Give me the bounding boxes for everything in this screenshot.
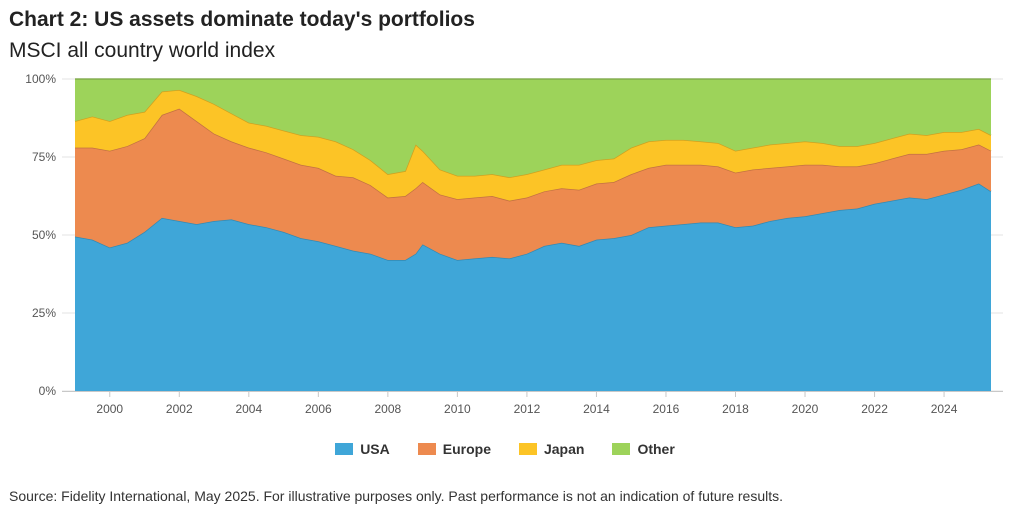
x-tick-label: 2020 bbox=[792, 402, 819, 416]
y-tick-label: 100% bbox=[25, 72, 56, 86]
source-note: Source: Fidelity International, May 2025… bbox=[9, 488, 784, 504]
x-tick-label: 2000 bbox=[96, 402, 123, 416]
legend-item-other[interactable]: Other bbox=[612, 441, 675, 457]
legend-swatch-icon bbox=[518, 443, 537, 455]
chart-subtitle: MSCI all country world index bbox=[9, 39, 276, 62]
x-tick-label: 2024 bbox=[931, 402, 958, 416]
x-tick-label: 2006 bbox=[305, 402, 332, 416]
x-tick-label: 2014 bbox=[583, 402, 610, 416]
x-tick-label: 2008 bbox=[375, 402, 402, 416]
legend-swatch-icon bbox=[335, 443, 354, 455]
legend-swatch-icon bbox=[417, 443, 436, 455]
series-areas bbox=[74, 78, 992, 391]
area-usa bbox=[75, 183, 991, 391]
x-tick-label: 2012 bbox=[514, 402, 541, 416]
area-japan bbox=[75, 89, 991, 201]
x-tick-label: 2002 bbox=[166, 402, 193, 416]
legend-label: Europe bbox=[442, 441, 491, 457]
legend-item-usa[interactable]: USA bbox=[335, 441, 390, 457]
x-tick-label: 2016 bbox=[653, 402, 680, 416]
legend-item-japan[interactable]: Japan bbox=[518, 441, 585, 457]
legend-label: Other bbox=[637, 441, 675, 457]
area-other bbox=[75, 79, 991, 178]
legend-label: USA bbox=[360, 441, 390, 457]
x-tick-label: 2018 bbox=[722, 402, 749, 416]
axes: 0% 25% 50% 75% 100% 2000 2002 2004 2006 2008 2010 2… bbox=[25, 72, 1003, 416]
area-europe bbox=[75, 108, 991, 260]
x-tick-label: 2004 bbox=[235, 402, 262, 416]
chart-legend: USA Europe Japan Other bbox=[0, 441, 1010, 457]
legend-label: Japan bbox=[543, 441, 585, 457]
legend-item-europe[interactable]: Europe bbox=[417, 441, 491, 457]
chart-title: Chart 2: US assets dominate today's port… bbox=[9, 8, 475, 31]
y-tick-label: 0% bbox=[39, 384, 57, 398]
y-tick-label: 25% bbox=[32, 306, 56, 320]
x-tick-label: 2022 bbox=[861, 402, 888, 416]
x-tick-label: 2010 bbox=[444, 402, 471, 416]
y-tick-label: 75% bbox=[32, 150, 56, 164]
legend-swatch-icon bbox=[612, 443, 631, 455]
stacked-area-chart: 0% 25% 50% 75% 100% 2000 2002 2004 2006 2008 2010 2… bbox=[25, 72, 1003, 416]
y-tick-label: 50% bbox=[32, 228, 56, 242]
